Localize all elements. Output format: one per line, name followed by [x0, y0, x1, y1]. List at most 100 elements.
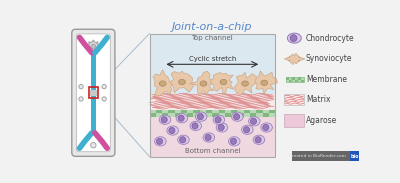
Bar [181, 110, 187, 113]
Ellipse shape [261, 80, 268, 85]
Bar [295, 80, 298, 82]
Circle shape [102, 97, 106, 101]
Circle shape [263, 124, 269, 130]
Circle shape [169, 127, 175, 134]
Bar [150, 94, 275, 110]
Bar [292, 77, 297, 82]
Circle shape [290, 35, 297, 42]
Bar [90, 90, 97, 92]
Bar [89, 87, 98, 98]
Polygon shape [256, 71, 278, 94]
Ellipse shape [228, 137, 240, 146]
Circle shape [88, 50, 90, 52]
Ellipse shape [248, 117, 260, 126]
Bar [298, 77, 301, 80]
Circle shape [178, 115, 184, 121]
Bar [244, 110, 250, 113]
Text: Matrix: Matrix [306, 95, 330, 104]
Bar [250, 113, 256, 117]
Circle shape [79, 97, 83, 101]
Bar [218, 110, 225, 113]
Bar [286, 77, 291, 82]
Ellipse shape [159, 115, 171, 124]
Ellipse shape [159, 81, 166, 86]
Ellipse shape [167, 126, 178, 135]
Circle shape [92, 40, 94, 42]
Circle shape [91, 142, 96, 148]
Text: bio: bio [351, 154, 360, 159]
Bar [206, 110, 212, 113]
Circle shape [255, 137, 261, 143]
Text: Cyclic stretch: Cyclic stretch [189, 56, 236, 62]
Bar [90, 92, 97, 94]
Ellipse shape [216, 123, 228, 132]
Bar [286, 77, 288, 80]
Bar [238, 113, 244, 117]
Polygon shape [153, 70, 172, 96]
Bar [150, 33, 275, 157]
Bar [284, 94, 304, 105]
Circle shape [98, 45, 100, 48]
Circle shape [96, 50, 98, 52]
Ellipse shape [220, 79, 227, 85]
Bar [301, 80, 304, 82]
Bar [292, 151, 350, 161]
Circle shape [192, 123, 198, 129]
Bar [262, 113, 269, 117]
Bar [150, 111, 275, 157]
Circle shape [197, 114, 204, 120]
Circle shape [161, 117, 167, 123]
Text: Bottom channel: Bottom channel [184, 147, 240, 154]
Bar [150, 113, 156, 117]
Polygon shape [210, 73, 234, 95]
Text: Chondrocyte: Chondrocyte [306, 34, 354, 43]
Circle shape [102, 85, 106, 89]
Bar [194, 110, 200, 113]
Polygon shape [170, 71, 194, 93]
Circle shape [92, 51, 94, 54]
Ellipse shape [200, 81, 207, 86]
Ellipse shape [253, 135, 265, 144]
Bar [187, 113, 194, 117]
Circle shape [234, 114, 240, 120]
Ellipse shape [176, 114, 188, 123]
Ellipse shape [190, 121, 202, 130]
Bar [150, 33, 275, 111]
Text: Created in BioRender.com: Created in BioRender.com [289, 154, 346, 158]
Ellipse shape [261, 123, 272, 132]
Circle shape [96, 41, 98, 44]
Circle shape [91, 44, 96, 49]
Bar [175, 113, 181, 117]
Circle shape [205, 134, 211, 141]
Text: Top channel: Top channel [192, 35, 233, 41]
Circle shape [88, 41, 90, 44]
Circle shape [79, 85, 83, 89]
Ellipse shape [287, 33, 301, 43]
Circle shape [88, 42, 98, 52]
Polygon shape [190, 71, 214, 96]
Circle shape [218, 124, 224, 130]
Circle shape [244, 127, 250, 133]
Text: Synoviocyte: Synoviocyte [306, 54, 352, 64]
Text: Joint-on-a-chip: Joint-on-a-chip [172, 22, 252, 32]
Text: Membrane: Membrane [306, 75, 347, 84]
Ellipse shape [178, 135, 189, 144]
Bar [225, 113, 231, 117]
Bar [350, 151, 360, 161]
Polygon shape [284, 53, 305, 65]
Polygon shape [234, 72, 257, 95]
Ellipse shape [213, 115, 225, 124]
Circle shape [250, 118, 256, 124]
Bar [212, 113, 218, 117]
Bar [288, 80, 291, 82]
Bar [256, 110, 262, 113]
Circle shape [230, 138, 236, 144]
Circle shape [156, 138, 163, 144]
Ellipse shape [178, 79, 185, 85]
Bar [90, 94, 97, 96]
FancyBboxPatch shape [76, 34, 110, 152]
Bar [292, 77, 295, 80]
Circle shape [86, 45, 89, 48]
Ellipse shape [232, 112, 243, 121]
Bar [200, 113, 206, 117]
